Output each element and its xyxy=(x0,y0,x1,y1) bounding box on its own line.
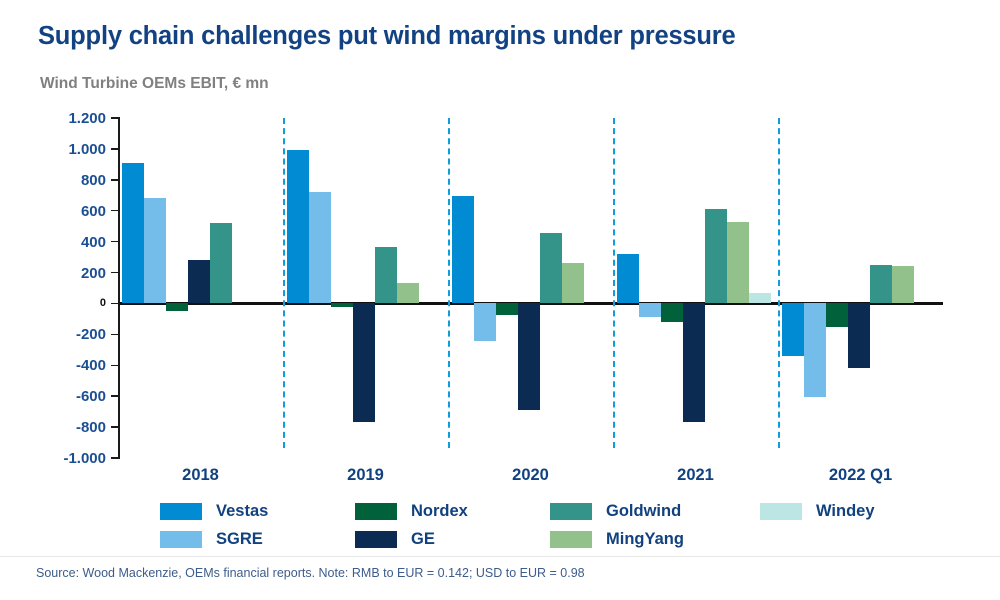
legend-label: SGRE xyxy=(216,529,263,548)
bar-nordex-2022-q1 xyxy=(825,303,848,328)
x-axis-category-label: 2018 xyxy=(182,466,219,484)
legend-swatch-icon xyxy=(160,530,202,548)
bar-goldwind-2021 xyxy=(704,209,727,304)
x-axis-category-label: 2021 xyxy=(677,466,714,484)
x-axis-category-label: 2020 xyxy=(512,466,549,484)
y-axis-tick-mark xyxy=(111,240,120,243)
y-axis-tick-mark xyxy=(111,148,120,150)
legend-item-windey[interactable]: Windey xyxy=(760,500,875,522)
legend-swatch-icon xyxy=(760,502,802,520)
source-note: Source: Wood Mackenzie, OEMs financial r… xyxy=(36,566,585,580)
bar-goldwind-2019 xyxy=(374,247,397,304)
legend-item-mingyang[interactable]: MingYang xyxy=(550,528,684,550)
legend-label: Vestas xyxy=(216,501,269,520)
legend-item-sgre[interactable]: SGRE xyxy=(160,528,263,550)
legend-label: GE xyxy=(411,529,435,548)
bar-sgre-2021 xyxy=(638,303,661,318)
bar-ge-2018 xyxy=(187,260,210,304)
y-axis-tick-label: -600 xyxy=(75,388,106,406)
legend-swatch-icon xyxy=(550,502,592,520)
chart-title: Supply chain challenges put wind margins… xyxy=(38,22,736,50)
x-axis-category-label: 2019 xyxy=(347,466,384,484)
bar-goldwind-2018 xyxy=(209,223,232,304)
legend-label: Goldwind xyxy=(606,501,682,520)
y-axis-tick-mark xyxy=(111,302,120,305)
group-separator xyxy=(778,118,780,448)
y-axis-tick-label: 600 xyxy=(80,202,106,220)
y-axis-tick-mark xyxy=(111,333,120,336)
bar-nordex-2019 xyxy=(330,303,353,308)
bar-goldwind-2020 xyxy=(539,233,562,304)
chart-legend: Vestas SGRE Nordex GE Goldwind MingYang Windey xyxy=(160,500,920,554)
y-axis-tick-mark xyxy=(111,271,120,274)
bar-goldwind-2022-q1 xyxy=(869,264,892,304)
y-axis-tick-mark xyxy=(111,395,120,397)
footer-divider xyxy=(0,556,1000,557)
legend-label: Windey xyxy=(816,501,875,520)
legend-swatch-icon xyxy=(550,530,592,548)
y-axis-tick-label: -400 xyxy=(75,357,106,375)
y-axis-tick-label: 1.200 xyxy=(68,110,106,127)
y-axis-tick-label: -800 xyxy=(75,419,106,437)
legend-label: Nordex xyxy=(411,501,468,520)
chart-subtitle: Wind Turbine OEMs EBIT, € mn xyxy=(40,75,269,92)
y-axis-line xyxy=(118,118,120,458)
group-separator xyxy=(283,118,285,448)
bar-vestas-2021 xyxy=(616,254,639,304)
legend-swatch-icon xyxy=(160,502,202,520)
y-axis-tick-mark xyxy=(111,117,120,119)
y-axis-tick-label: 200 xyxy=(80,264,106,282)
bar-nordex-2020 xyxy=(495,303,518,316)
legend-swatch-icon xyxy=(355,530,397,548)
legend-item-ge[interactable]: GE xyxy=(355,528,435,550)
bar-mingyang-2021 xyxy=(726,221,749,304)
bar-vestas-2018 xyxy=(121,162,144,304)
legend-item-goldwind[interactable]: Goldwind xyxy=(550,500,681,522)
bar-ge-2019 xyxy=(352,303,375,422)
y-axis-labels: 1.200 1.000 800 600 400 200 0 -200 -400 -600 -800 -… xyxy=(14,0,106,600)
legend-label: MingYang xyxy=(606,529,684,548)
y-axis-tick-label: 0 xyxy=(99,297,106,310)
bar-vestas-2019 xyxy=(286,149,309,304)
bar-nordex-2021 xyxy=(660,303,683,322)
y-axis-tick-mark xyxy=(111,209,120,212)
y-axis-tick-label: -1.000 xyxy=(63,450,106,467)
bar-windey-2021 xyxy=(748,292,771,304)
bar-sgre-2020 xyxy=(473,303,496,341)
bar-vestas-2020 xyxy=(451,196,474,304)
y-axis-tick-label: 1.000 xyxy=(68,140,106,158)
bar-sgre-2018 xyxy=(143,197,166,304)
bar-nordex-2018 xyxy=(165,303,188,312)
bar-ge-2022-q1 xyxy=(847,303,870,369)
bar-mingyang-2022-q1 xyxy=(891,266,914,304)
group-separator xyxy=(448,118,450,448)
legend-swatch-icon xyxy=(355,502,397,520)
y-axis-tick-mark xyxy=(111,457,120,459)
y-axis-tick-mark xyxy=(111,364,120,367)
bar-vestas-2022-q1 xyxy=(781,303,804,356)
bar-sgre-2022-q1 xyxy=(803,303,826,397)
bar-ge-2020 xyxy=(517,303,540,411)
x-axis-category-label: 2022 Q1 xyxy=(828,466,893,484)
y-axis-tick-label: 400 xyxy=(80,233,106,251)
bar-mingyang-2019 xyxy=(396,282,419,304)
y-axis-tick-label: 800 xyxy=(80,171,106,189)
legend-item-vestas[interactable]: Vestas xyxy=(160,500,268,522)
y-axis-tick-mark xyxy=(111,179,120,181)
y-axis-tick-label: -200 xyxy=(75,326,106,344)
y-axis-tick-mark xyxy=(111,426,120,428)
bar-ge-2021 xyxy=(682,303,705,422)
bar-sgre-2019 xyxy=(308,192,331,304)
bar-mingyang-2020 xyxy=(561,262,584,304)
legend-item-nordex[interactable]: Nordex xyxy=(355,500,468,522)
group-separator xyxy=(613,118,615,448)
